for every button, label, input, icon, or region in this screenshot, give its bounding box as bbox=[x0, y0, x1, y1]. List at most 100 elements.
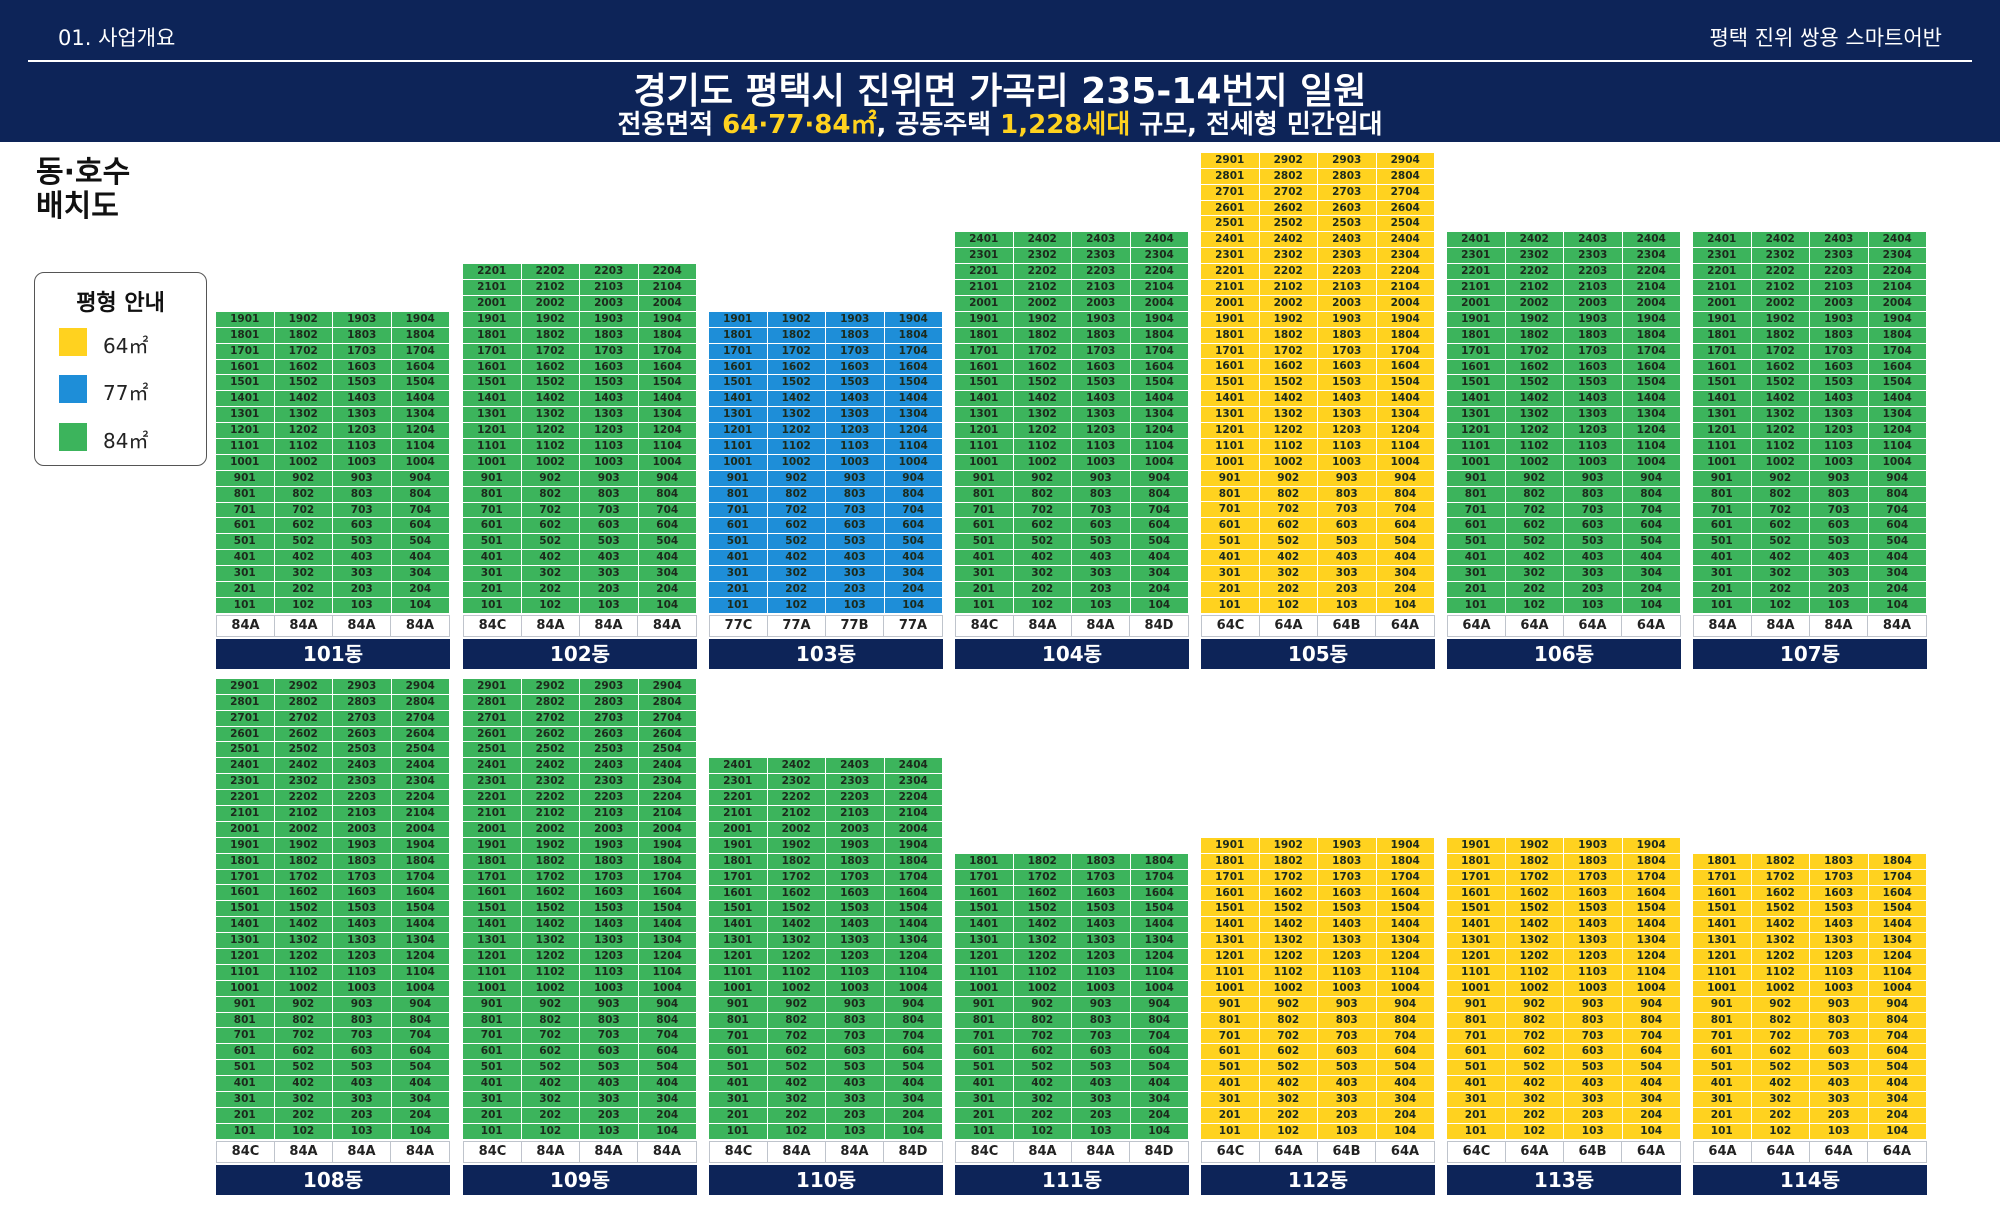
unit-cell: 902 bbox=[1259, 996, 1318, 1013]
unit-cell: 101 bbox=[1447, 1123, 1506, 1140]
unit-grid: 2401 2402 2403 2404 2301 2302 2303 2304 2201 2202… bbox=[1693, 232, 1927, 614]
unit-type-row: 84C 84A 84A 84A bbox=[463, 615, 697, 637]
unit-cell: 2103 bbox=[1072, 280, 1131, 296]
unit-cell: 1902 bbox=[521, 837, 580, 854]
unit-cell: 402 bbox=[1013, 550, 1072, 567]
unit-cell: 2201 bbox=[1201, 264, 1260, 281]
unit-cell: 701 bbox=[709, 502, 768, 519]
unit-cell: 1603 bbox=[1072, 885, 1131, 902]
unit-cell: 1102 bbox=[1259, 438, 1318, 455]
unit-cell: 1901 bbox=[1201, 311, 1260, 328]
unit-cell: 1801 bbox=[463, 853, 522, 870]
unit-cell: 2104 bbox=[884, 806, 943, 822]
unit-cell: 1701 bbox=[955, 869, 1014, 886]
unit-cell: 1403 bbox=[1564, 917, 1623, 934]
unit-cell: 1702 bbox=[521, 869, 580, 886]
unit-cell: 302 bbox=[274, 1092, 333, 1108]
unit-cell: 503 bbox=[580, 1060, 639, 1077]
unit-cell: 1903 bbox=[1810, 311, 1869, 328]
unit-cell: 103 bbox=[1810, 597, 1869, 614]
unit-cell: 302 bbox=[1505, 1092, 1564, 1109]
unit-cell: 702 bbox=[1751, 1028, 1810, 1045]
unit-cell: 1701 bbox=[1201, 869, 1260, 886]
unit-cell: 1604 bbox=[391, 885, 450, 902]
unit-cell: 2302 bbox=[1259, 248, 1318, 265]
unit-cell: 303 bbox=[580, 566, 639, 582]
unit-cell: 101 bbox=[1693, 1123, 1752, 1140]
unit-cell: 1701 bbox=[1201, 343, 1260, 360]
unit-cell: 1702 bbox=[767, 343, 826, 360]
unit-cell: 1104 bbox=[1376, 438, 1435, 455]
unit-cell: 1403 bbox=[1318, 391, 1377, 408]
unit-cell: 1603 bbox=[333, 885, 392, 902]
unit-cell: 104 bbox=[1868, 1123, 1927, 1140]
unit-cell: 1503 bbox=[1072, 375, 1131, 392]
unit-cell: 1402 bbox=[767, 391, 826, 408]
unit-cell: 1902 bbox=[274, 837, 333, 854]
unit-cell: 1801 bbox=[1447, 853, 1506, 870]
unit-cell: 1903 bbox=[1072, 311, 1131, 328]
unit-type-label: 64B bbox=[1318, 616, 1376, 636]
unit-type-row: 84C 84A 84A 84D bbox=[709, 1141, 943, 1163]
unit-cell: 1101 bbox=[216, 964, 275, 981]
unit-cell: 602 bbox=[1751, 518, 1810, 535]
unit-type-row: 64A 64A 64A 64A bbox=[1693, 1141, 1927, 1163]
unit-cell: 1901 bbox=[1693, 311, 1752, 328]
unit-cell: 1604 bbox=[1622, 885, 1681, 902]
unit-cell: 2104 bbox=[1376, 280, 1435, 296]
unit-cell: 203 bbox=[1072, 581, 1131, 598]
unit-cell: 1903 bbox=[333, 837, 392, 854]
unit-cell: 1002 bbox=[274, 980, 333, 997]
unit-cell: 2003 bbox=[826, 821, 885, 838]
unit-cell: 504 bbox=[1130, 1060, 1189, 1077]
unit-cell: 603 bbox=[1564, 1044, 1623, 1061]
unit-cell: 2001 bbox=[216, 821, 275, 838]
unit-cell: 1101 bbox=[955, 965, 1014, 981]
unit-cell: 1304 bbox=[1622, 407, 1681, 424]
unit-cell: 1701 bbox=[1693, 869, 1752, 886]
unit-cell: 602 bbox=[521, 518, 580, 535]
unit-cell: 2904 bbox=[638, 678, 697, 695]
unit-cell: 304 bbox=[1622, 1092, 1681, 1109]
unit-cell: 803 bbox=[1564, 1012, 1623, 1029]
unit-cell: 904 bbox=[1868, 996, 1927, 1013]
unit-cell: 401 bbox=[955, 550, 1014, 567]
unit-type-label: 64A bbox=[1752, 1142, 1810, 1162]
unit-cell: 503 bbox=[1318, 534, 1377, 551]
unit-cell: 1503 bbox=[1318, 375, 1377, 392]
unit-cell: 1003 bbox=[1810, 980, 1869, 997]
unit-cell: 1404 bbox=[1376, 917, 1435, 934]
unit-cell: 901 bbox=[1447, 470, 1506, 487]
unit-cell: 1404 bbox=[1376, 391, 1435, 408]
unit-cell: 303 bbox=[1318, 566, 1377, 582]
unit-cell: 2402 bbox=[1259, 232, 1318, 249]
unit-grid: 2901 2902 2903 2904 2801 2802 2803 2804 2701 2702… bbox=[1201, 152, 1435, 614]
unit-cell: 701 bbox=[1447, 1028, 1506, 1045]
unit-cell: 102 bbox=[1259, 1123, 1318, 1140]
unit-cell: 901 bbox=[1693, 470, 1752, 487]
unit-cell: 1402 bbox=[274, 917, 333, 934]
unit-cell: 1304 bbox=[1376, 407, 1435, 424]
unit-cell: 1102 bbox=[274, 964, 333, 981]
unit-cell: 1402 bbox=[1505, 917, 1564, 934]
unit-cell: 702 bbox=[521, 502, 580, 519]
unit-cell: 1201 bbox=[709, 949, 768, 965]
unit-type-label: 84A bbox=[652, 1144, 682, 1159]
unit-cell: 1703 bbox=[826, 343, 885, 360]
unit-cell: 2401 bbox=[463, 758, 522, 775]
unit-cell: 1504 bbox=[1868, 901, 1927, 918]
unit-cell: 1301 bbox=[1693, 407, 1752, 424]
unit-cell: 103 bbox=[1810, 1123, 1869, 1140]
unit-cell: 1602 bbox=[767, 359, 826, 376]
unit-cell: 104 bbox=[1622, 597, 1681, 614]
unit-cell: 1401 bbox=[709, 917, 768, 934]
unit-cell: 704 bbox=[638, 1028, 697, 1045]
unit-cell: 1104 bbox=[1622, 438, 1681, 455]
unit-cell: 2403 bbox=[1810, 232, 1869, 249]
unit-cell: 1102 bbox=[521, 964, 580, 981]
unit-cell: 2102 bbox=[1751, 280, 1810, 296]
unit-cell: 1703 bbox=[826, 869, 885, 886]
unit-cell: 2302 bbox=[1505, 248, 1564, 265]
unit-cell: 602 bbox=[1505, 518, 1564, 535]
unit-cell: 502 bbox=[274, 1060, 333, 1077]
